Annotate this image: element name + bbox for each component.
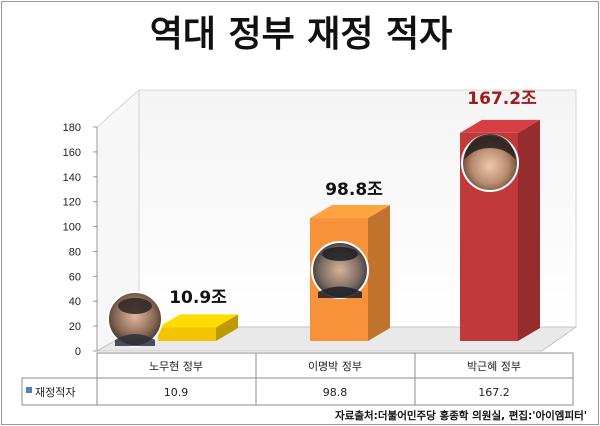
table-value: 98.8 (323, 386, 348, 399)
y-tick-label: 60 (69, 271, 81, 283)
data-label: 98.8조 (325, 180, 383, 200)
portrait-lee (311, 241, 369, 299)
data-table (21, 352, 574, 406)
bar-side (216, 314, 238, 341)
bar-top (460, 119, 540, 133)
y-tick-label: 120 (63, 197, 81, 209)
table-value: 10.9 (164, 386, 189, 399)
y-tick-label: 0 (75, 346, 81, 358)
data-label: 10.9조 (169, 288, 227, 308)
y-tick-label: 100 (63, 222, 81, 234)
category-label: 이명박 정부 (308, 360, 362, 373)
chart-title: 역대 정부 재정 적자 (150, 14, 453, 55)
bar-front (158, 327, 216, 341)
portrait-images (107, 134, 519, 347)
y-axis-ticks: 0 20 40 60 80 100 120 140 160 180 (63, 122, 97, 358)
bar-top (158, 314, 238, 328)
bar-side (518, 119, 540, 341)
bar-side (368, 205, 390, 341)
bar (158, 314, 238, 341)
y-tick-label: 40 (69, 296, 81, 308)
category-label: 박근혜 정부 (467, 360, 521, 373)
data-label: 167.2조 (467, 89, 537, 109)
category-label: 노무현 정부 (149, 360, 203, 373)
bar-top (310, 205, 390, 219)
source-note: 자료출처:더불어민주당 홍종학 의원실, 편집:'아이엠피터' (335, 409, 587, 422)
y-tick-label: 180 (63, 122, 81, 134)
y-tick-label: 20 (69, 321, 81, 333)
portrait-roh (107, 291, 163, 347)
legend-series-name: 재정적자 (35, 386, 75, 399)
portrait-park (461, 134, 519, 192)
y-tick-label: 140 (63, 172, 81, 184)
y-tick-label: 160 (63, 147, 81, 159)
y-tick-label: 80 (69, 246, 81, 258)
legend-swatch (26, 387, 32, 393)
table-value: 167.2 (478, 386, 510, 399)
